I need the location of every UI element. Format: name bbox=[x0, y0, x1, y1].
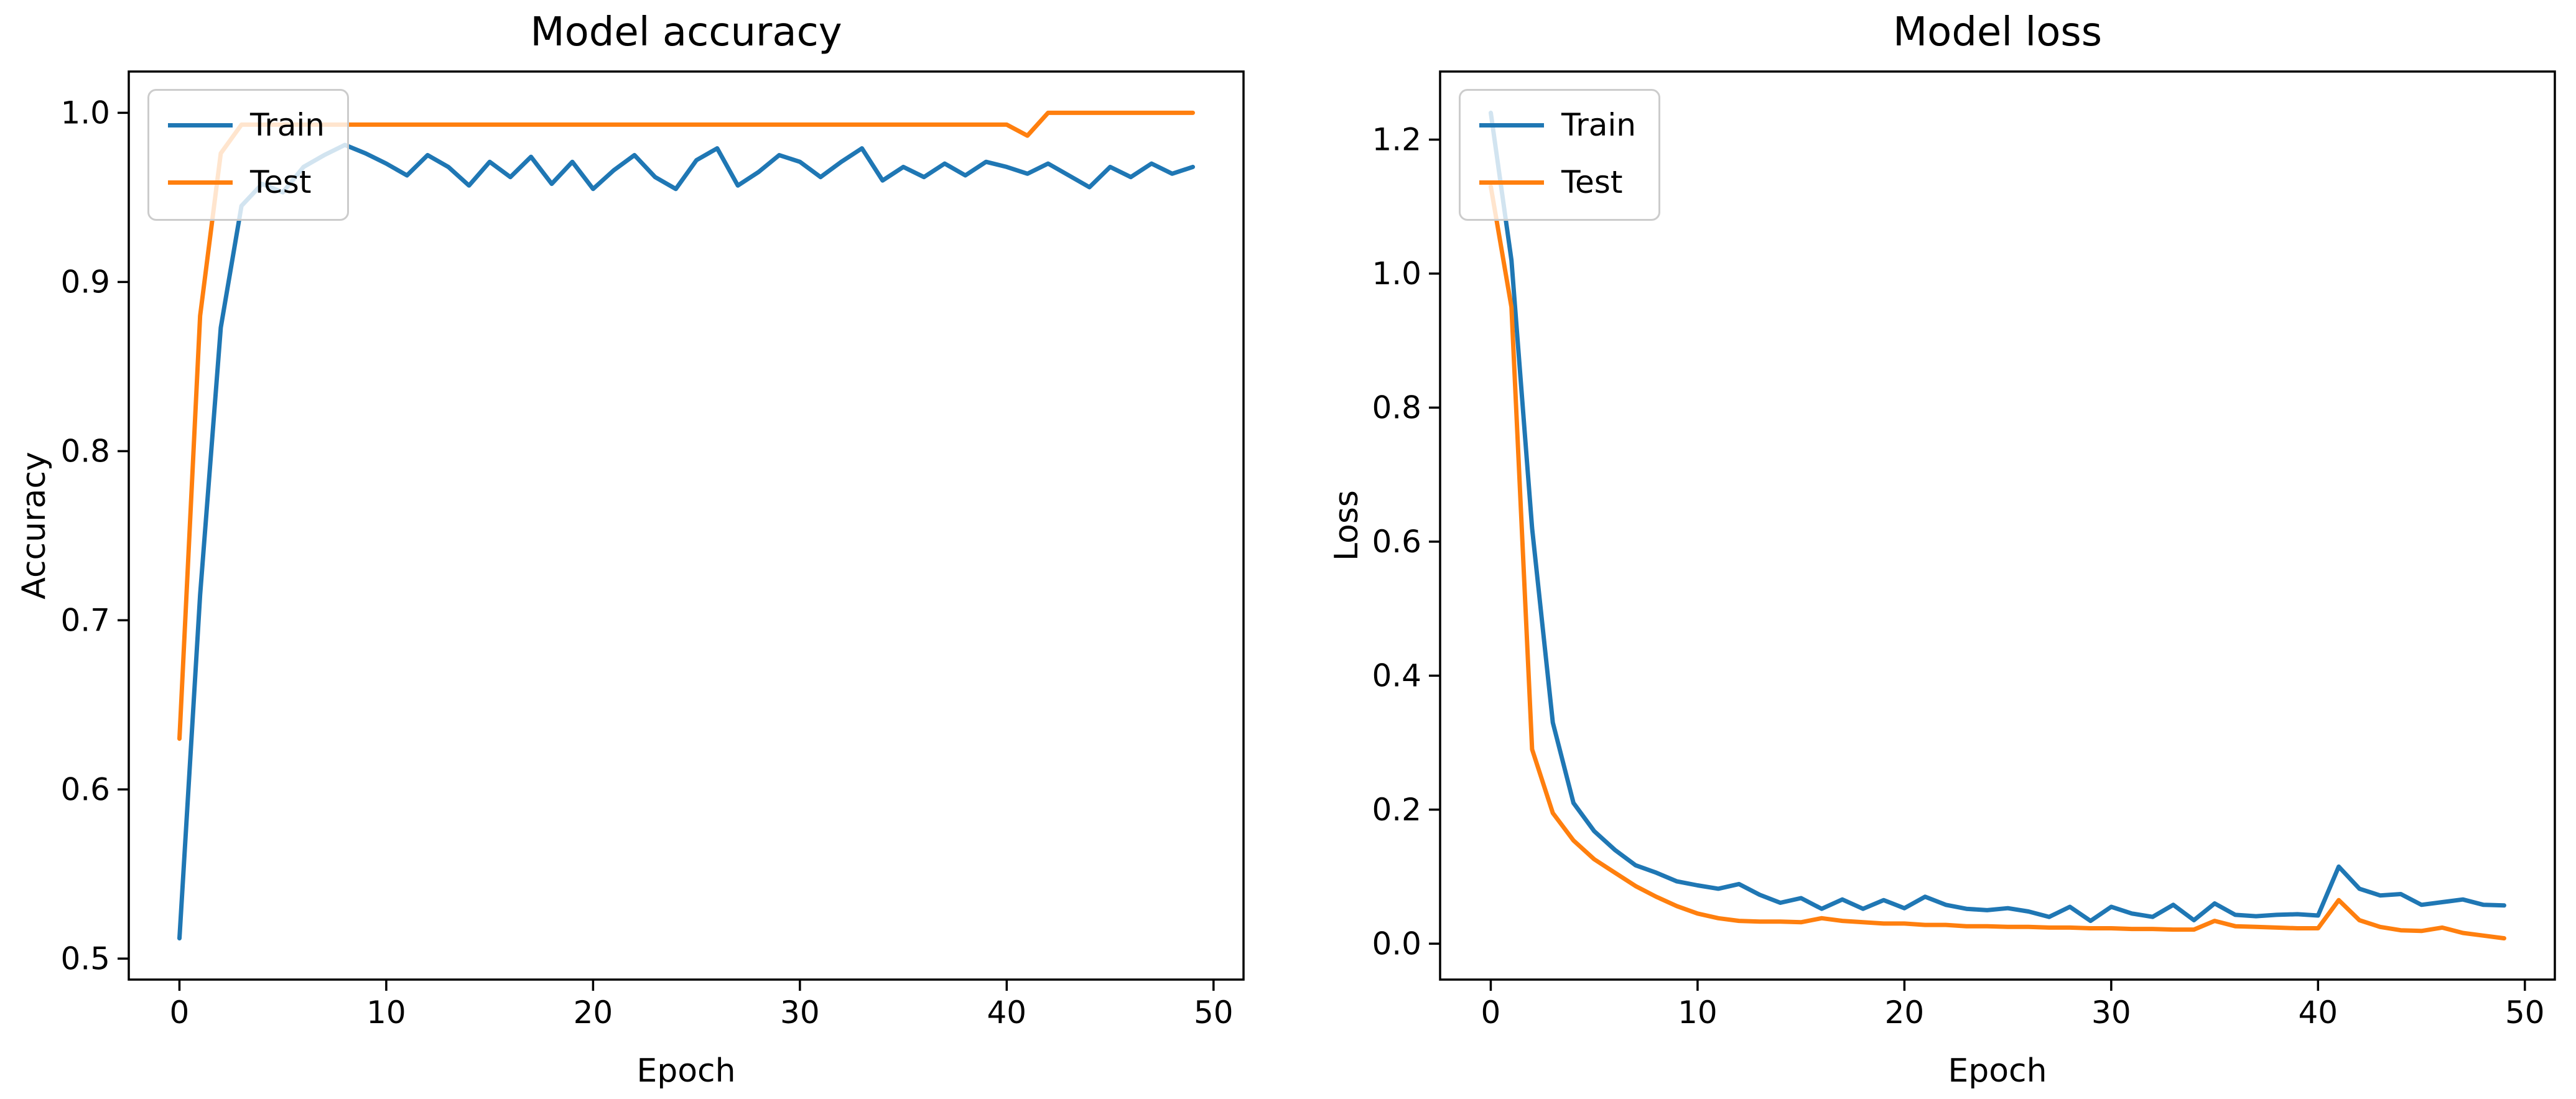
accuracy-x-ticks: 0 10 20 30 40 50 bbox=[170, 980, 1234, 1031]
loss-axes: 0 10 20 30 40 50 0.0 0.2 0.4 0.6 0.8 1.0 1.2 bbox=[1372, 70, 2556, 1031]
loss-y-tick-label: 1.2 bbox=[1372, 121, 1421, 157]
loss-x-tick-label: 40 bbox=[2299, 995, 2338, 1031]
loss-y-tick-label: 0.0 bbox=[1372, 925, 1421, 962]
accuracy-y-axis-label: Accuracy bbox=[16, 452, 53, 600]
accuracy-y-tick-label: 1.0 bbox=[60, 95, 110, 131]
legend-label-test: Test bbox=[1561, 164, 1623, 200]
loss-y-tick-label: 1.0 bbox=[1372, 256, 1421, 292]
loss-y-tick-label: 0.8 bbox=[1372, 389, 1421, 425]
accuracy-train-line bbox=[177, 142, 1195, 941]
accuracy-spines bbox=[128, 70, 1245, 981]
accuracy-legend-item-test: Test bbox=[168, 164, 325, 200]
loss-x-tick-label: 20 bbox=[1885, 995, 1925, 1031]
loss-test-line bbox=[1489, 184, 2506, 941]
accuracy-legend-item-train: Train bbox=[168, 107, 325, 143]
train-line-swatch bbox=[168, 123, 233, 128]
accuracy-y-tick-label: 0.6 bbox=[60, 771, 110, 807]
loss-y-tick-label: 0.4 bbox=[1372, 657, 1421, 693]
loss-plot-title: Model loss bbox=[1892, 9, 2103, 55]
loss-y-ticks: 0.0 0.2 0.4 0.6 0.8 1.0 1.2 bbox=[1372, 121, 1440, 962]
accuracy-x-tick-label: 30 bbox=[780, 995, 820, 1031]
accuracy-plot-title: Model accuracy bbox=[530, 9, 842, 55]
accuracy-x-tick-label: 10 bbox=[366, 995, 406, 1031]
loss-x-tick-label: 10 bbox=[1678, 995, 1718, 1031]
loss-train-line bbox=[1489, 110, 2506, 924]
accuracy-x-tick-label: 0 bbox=[170, 995, 190, 1031]
loss-spines bbox=[1439, 70, 2556, 981]
accuracy-y-tick-label: 0.8 bbox=[60, 433, 110, 469]
loss-legend-item-test: Test bbox=[1479, 164, 1636, 200]
accuracy-y-ticks: 0.5 0.6 0.7 0.8 0.9 1.0 bbox=[60, 95, 129, 976]
accuracy-y-tick-label: 0.7 bbox=[60, 602, 110, 638]
accuracy-x-tick-label: 50 bbox=[1194, 995, 1234, 1031]
legend-label-train: Train bbox=[250, 107, 325, 143]
loss-y-tick-label: 0.2 bbox=[1372, 792, 1421, 828]
loss-x-tick-label: 50 bbox=[2505, 995, 2545, 1031]
loss-legend-item-train: Train bbox=[1479, 107, 1636, 143]
accuracy-y-tick-label: 0.9 bbox=[60, 264, 110, 300]
loss-x-ticks: 0 10 20 30 40 50 bbox=[1481, 980, 2545, 1031]
accuracy-y-tick-label: 0.5 bbox=[60, 940, 110, 976]
accuracy-x-tick-label: 40 bbox=[987, 995, 1027, 1031]
loss-legend: Train Test bbox=[1459, 89, 1660, 221]
test-line-swatch bbox=[168, 180, 233, 185]
loss-x-axis-label: Epoch bbox=[1948, 1052, 2047, 1090]
loss-x-tick-label: 30 bbox=[2091, 995, 2131, 1031]
loss-y-tick-label: 0.6 bbox=[1372, 524, 1421, 560]
loss-x-tick-label: 0 bbox=[1481, 995, 1501, 1031]
test-line-swatch bbox=[1479, 180, 1544, 185]
legend-label-train: Train bbox=[1561, 107, 1636, 143]
legend-label-test: Test bbox=[250, 164, 312, 200]
accuracy-x-tick-label: 20 bbox=[574, 995, 613, 1031]
accuracy-x-axis-label: Epoch bbox=[636, 1052, 736, 1090]
accuracy-legend: Train Test bbox=[147, 89, 349, 221]
loss-y-axis-label: Loss bbox=[1328, 489, 1365, 562]
train-line-swatch bbox=[1479, 123, 1544, 128]
